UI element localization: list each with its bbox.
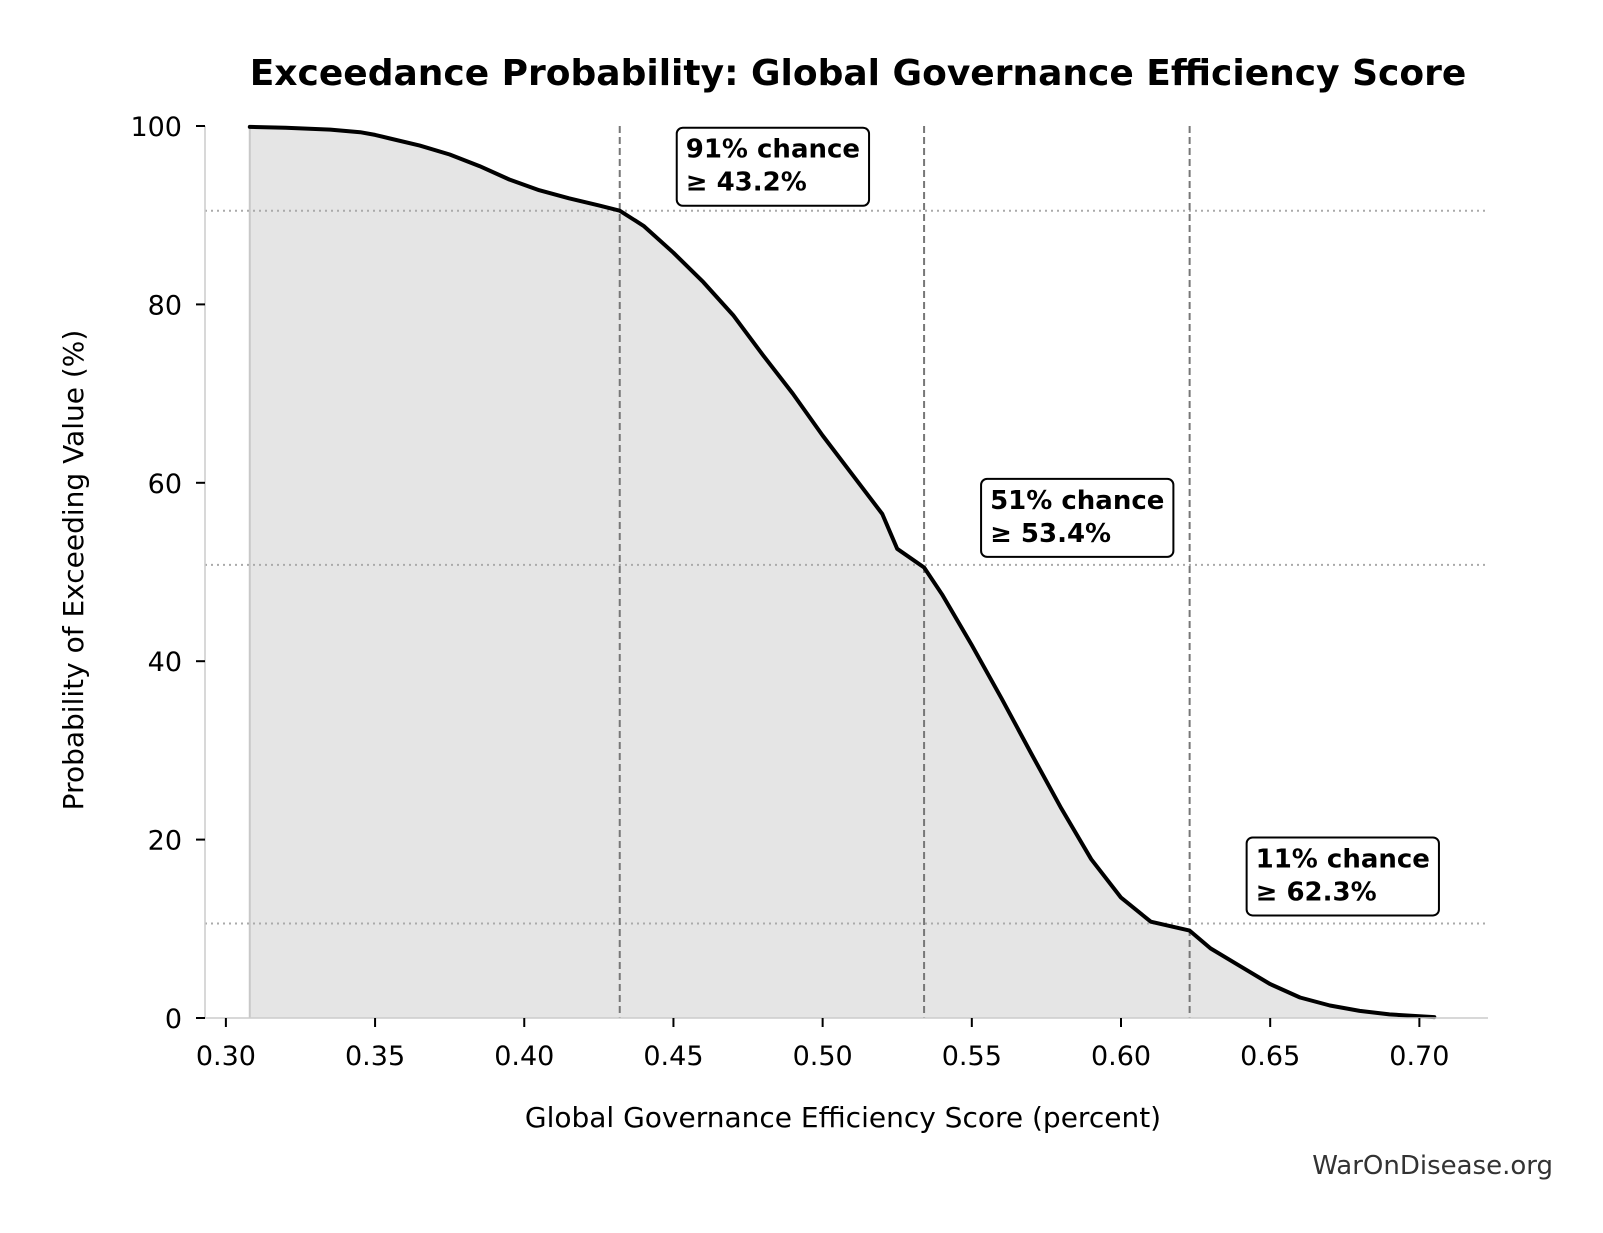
y-tick-label: 20 <box>148 826 182 857</box>
y-tick-label: 40 <box>148 647 182 678</box>
x-tick-label: 0.50 <box>793 1041 853 1072</box>
x-axis-label: Global Governance Efficiency Score (perc… <box>525 1101 1161 1134</box>
annotation-2: 51% chance≥ 53.4% <box>980 477 1175 558</box>
x-tick-label: 0.30 <box>196 1041 256 1072</box>
y-tick-label: 100 <box>130 112 182 143</box>
x-tick-label: 0.55 <box>942 1041 1002 1072</box>
axes: 0.30 0.35 0.40 0.45 0.50 0.55 0.60 0.65 0.70 0 20 4… <box>130 112 1488 1072</box>
x-tick-label: 0.60 <box>1091 1041 1151 1072</box>
plot-area <box>205 124 1488 1020</box>
x-tick-label: 0.35 <box>345 1041 405 1072</box>
chart-title: Exceedance Probability: Global Governanc… <box>250 53 1467 94</box>
annotation-line-2: ≥ 62.3% <box>1256 877 1377 907</box>
x-tick-label: 0.45 <box>643 1041 703 1072</box>
annotation-line-2: ≥ 53.4% <box>990 519 1111 549</box>
y-tick-label: 0 <box>165 1004 182 1035</box>
x-tick-label: 0.70 <box>1389 1041 1449 1072</box>
x-tick-label: 0.65 <box>1240 1041 1300 1072</box>
annotation-1: 91% chance≥ 43.2% <box>675 126 871 207</box>
credit-text: WarOnDisease.org <box>1312 1151 1553 1181</box>
annotations: 91% chance≥ 43.2% 51% chance≥ 53.4% 11% ch… <box>675 126 1440 917</box>
exceedance-curve <box>247 124 1437 1020</box>
y-tick-label: 80 <box>148 290 182 321</box>
annotation-box <box>675 126 871 207</box>
x-tick-label: 0.40 <box>494 1041 554 1072</box>
area-fill <box>249 126 1435 1018</box>
annotation-box <box>980 477 1175 558</box>
y-tick-label: 60 <box>148 469 182 500</box>
annotation-3: 11% chance≥ 62.3% <box>1245 836 1440 917</box>
annotation-line-2: ≥ 43.2% <box>686 168 807 198</box>
annotation-line-1: 51% chance <box>990 486 1164 516</box>
y-axis-label: Probability of Exceeding Value (%) <box>57 330 90 811</box>
annotation-box <box>1245 836 1440 917</box>
annotation-line-1: 11% chance <box>1256 844 1430 874</box>
annotation-line-1: 91% chance <box>686 135 860 165</box>
